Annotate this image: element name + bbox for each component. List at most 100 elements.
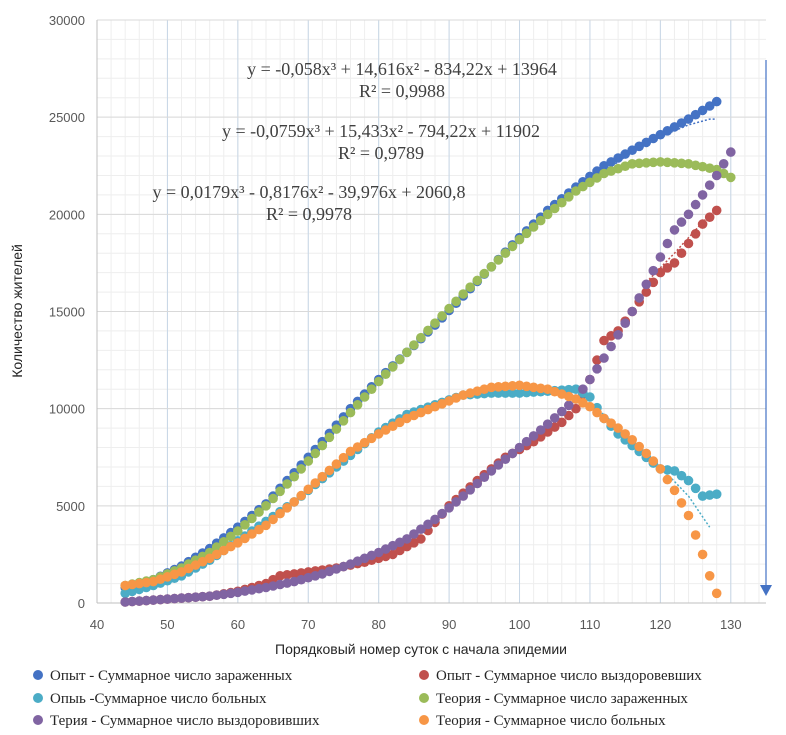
data-point <box>261 520 271 531</box>
data-point <box>690 199 701 210</box>
data-point <box>634 141 644 152</box>
data-point <box>204 591 215 601</box>
data-point <box>697 105 708 116</box>
data-point <box>514 388 525 398</box>
data-point <box>219 589 229 600</box>
x-tick-label: 120 <box>650 617 672 632</box>
legend-marker <box>419 670 429 680</box>
data-point <box>437 311 447 321</box>
data-point <box>648 157 659 168</box>
data-point <box>613 423 623 433</box>
data-point <box>711 170 722 181</box>
data-point <box>493 460 504 470</box>
data-point <box>211 590 222 600</box>
data-point <box>697 549 708 560</box>
data-point <box>197 591 208 602</box>
data-point <box>366 433 377 444</box>
data-point <box>528 222 539 232</box>
y-tick-label: 15000 <box>49 305 85 320</box>
data-point <box>317 440 328 451</box>
legend-label: Опыт - Суммарное число выздоровевших <box>436 668 702 684</box>
data-point <box>599 335 609 346</box>
data-point <box>514 380 525 391</box>
data-point <box>676 158 687 169</box>
data-point <box>641 158 652 168</box>
data-point <box>402 534 412 544</box>
data-point <box>655 157 666 167</box>
data-point <box>458 491 469 501</box>
x-tick-label: 40 <box>90 617 104 632</box>
data-point <box>697 190 708 200</box>
data-point <box>373 376 384 387</box>
data-point <box>662 238 673 249</box>
data-point <box>134 578 145 589</box>
data-point <box>380 544 391 554</box>
data-point <box>641 279 652 290</box>
data-point <box>711 96 722 107</box>
data-point <box>683 238 694 249</box>
data-point <box>226 541 236 552</box>
data-point <box>585 177 595 188</box>
series-5 <box>120 147 736 607</box>
data-point <box>458 289 469 299</box>
data-point <box>564 410 574 421</box>
data-point <box>627 435 637 445</box>
data-point <box>592 407 602 418</box>
legend-label: Теория - Суммарное число больных <box>436 713 666 729</box>
data-point <box>669 158 680 168</box>
data-point <box>500 381 511 392</box>
data-point <box>388 421 398 432</box>
data-point <box>662 126 673 136</box>
data-point <box>697 491 708 501</box>
x-tick-label: 80 <box>371 617 385 632</box>
data-point <box>627 145 637 155</box>
y-tick-label: 30000 <box>49 13 85 28</box>
y-tick-label: 20000 <box>49 207 85 222</box>
data-point <box>711 588 722 599</box>
data-point <box>606 157 616 167</box>
y-tick-label: 5000 <box>56 499 85 514</box>
data-point <box>648 265 659 276</box>
data-point <box>204 553 215 564</box>
data-point <box>676 498 687 508</box>
data-point <box>338 452 349 463</box>
trendline-equation: y = 0,0179x³ - 0,8176x² - 39,976x + 2060… <box>152 182 465 202</box>
data-point <box>542 419 553 430</box>
data-point <box>324 432 335 443</box>
legend-marker <box>33 670 43 680</box>
data-point <box>465 485 476 495</box>
data-point <box>289 471 300 482</box>
data-point <box>641 137 652 148</box>
data-point <box>219 537 229 547</box>
data-point <box>683 475 694 486</box>
data-point <box>289 497 300 507</box>
data-point <box>521 436 532 447</box>
data-point <box>662 263 673 273</box>
data-point <box>500 388 511 398</box>
data-point <box>669 122 680 132</box>
data-point <box>606 341 616 352</box>
data-point <box>599 413 609 424</box>
data-point <box>726 172 736 183</box>
data-point <box>296 568 307 578</box>
data-point <box>345 407 356 418</box>
data-point <box>627 159 637 169</box>
data-point <box>451 497 461 507</box>
data-point <box>240 533 250 544</box>
data-point <box>226 588 236 599</box>
data-point <box>275 508 285 519</box>
data-point <box>662 157 673 168</box>
data-point <box>437 508 447 519</box>
data-point <box>669 485 680 496</box>
data-point <box>564 192 574 202</box>
data-point <box>282 479 292 489</box>
data-point <box>127 596 137 607</box>
data-point <box>507 241 518 252</box>
data-point <box>528 431 539 441</box>
data-point <box>430 514 440 525</box>
data-point <box>233 587 243 598</box>
data-point <box>169 593 180 604</box>
data-point <box>641 287 652 297</box>
data-point <box>634 293 644 303</box>
data-point <box>197 556 208 567</box>
